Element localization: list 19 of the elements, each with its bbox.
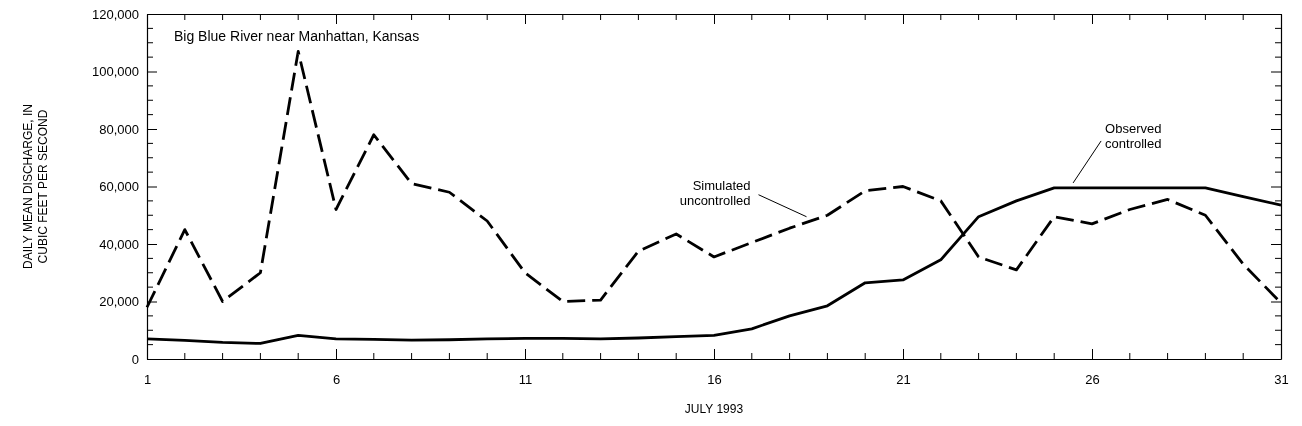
y-tick-label: 120,000 bbox=[92, 6, 139, 22]
y-tick-label: 20,000 bbox=[99, 294, 139, 310]
x-tick-label: 16 bbox=[707, 372, 722, 388]
text: Observed controlled bbox=[1105, 120, 1162, 151]
x-axis-title: JULY 1993 bbox=[684, 402, 744, 416]
x-tick-label: 31 bbox=[1274, 372, 1289, 388]
y-tick-label: 60,000 bbox=[99, 179, 139, 195]
text: Big Blue River near Manhattan, Kansas bbox=[174, 28, 420, 44]
text: Simulated uncontrolled bbox=[679, 177, 751, 208]
y-tick-label: 0 bbox=[131, 351, 139, 367]
y-tick-label: 80,000 bbox=[99, 121, 139, 137]
y-axis-title: DAILY MEAN DISCHARGE, IN CUBIC FEET PER SECOND bbox=[21, 104, 50, 269]
x-tick-label: 6 bbox=[332, 372, 341, 388]
x-tick-label: 21 bbox=[896, 372, 911, 388]
x-tick-label: 11 bbox=[518, 372, 533, 388]
x-tick-label: 26 bbox=[1085, 372, 1100, 388]
y-tick-label: 100,000 bbox=[92, 64, 139, 80]
y-tick-label: 40,000 bbox=[99, 236, 139, 252]
x-tick-label: 1 bbox=[143, 372, 152, 388]
